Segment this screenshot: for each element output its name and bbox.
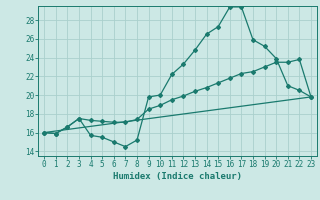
X-axis label: Humidex (Indice chaleur): Humidex (Indice chaleur) — [113, 172, 242, 181]
